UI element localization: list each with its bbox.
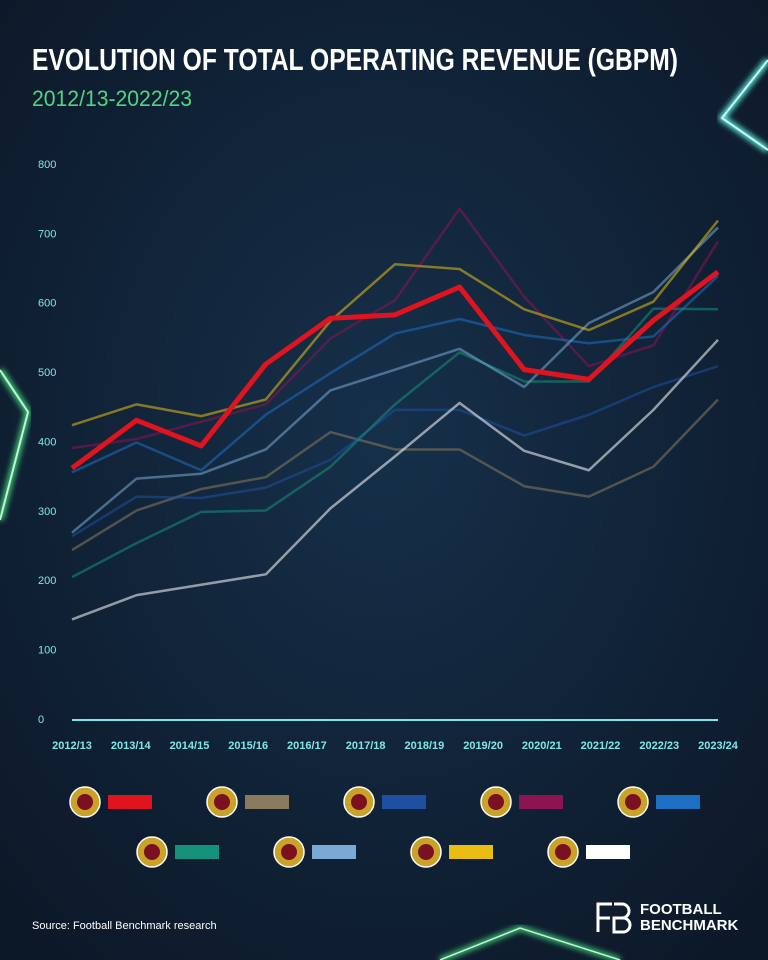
y-tick-label: 100 — [38, 645, 56, 657]
club-crest-inner — [214, 794, 230, 810]
x-tick-label: 2021/22 — [581, 740, 621, 752]
legend-item — [410, 836, 493, 868]
y-tick-label: 400 — [38, 436, 56, 448]
x-tick-label: 2016/17 — [287, 740, 327, 752]
x-tick-label: 2022/23 — [639, 740, 679, 752]
x-tick-label: 2012/13 — [52, 740, 92, 752]
series-line — [71, 226, 719, 534]
legend-swatch — [108, 795, 152, 809]
club-crest-inner — [625, 794, 641, 810]
x-tick-label: 2020/21 — [522, 740, 562, 752]
club-crest-inner — [418, 844, 434, 860]
club-crest-inner — [144, 844, 160, 860]
club-crest-inner — [351, 794, 367, 810]
x-tick-label: 2023/24 — [698, 740, 739, 752]
legend-item — [547, 836, 630, 868]
brand-mark — [596, 902, 632, 934]
club-crest-inner — [555, 844, 571, 860]
legend-item — [343, 786, 426, 818]
chart-subtitle: 2012/13-2022/23 — [32, 86, 192, 111]
legend-item — [273, 836, 356, 868]
x-tick-label: 2019/20 — [463, 740, 503, 752]
series-line — [71, 364, 719, 538]
legend-swatch — [382, 795, 426, 809]
legend-swatch — [245, 795, 289, 809]
source-note: Source: Football Benchmark research — [32, 920, 217, 932]
series-line — [71, 219, 719, 427]
legend-swatch — [449, 845, 493, 859]
legend-swatch — [586, 845, 630, 859]
x-tick-label: 2017/18 — [346, 740, 386, 752]
y-tick-label: 200 — [38, 575, 56, 587]
y-tick-label: 600 — [38, 298, 56, 310]
x-tick-label: 2013/14 — [111, 740, 152, 752]
club-crest-inner — [77, 794, 93, 810]
brand-name: FOOTBALL — [640, 901, 722, 918]
legend-item — [136, 836, 219, 868]
x-tick-label: 2015/16 — [228, 740, 268, 752]
legend-item — [206, 786, 289, 818]
legend-item — [617, 786, 700, 818]
series-line — [71, 338, 719, 621]
neon-decoration — [0, 58, 768, 960]
legend-swatch — [312, 845, 356, 859]
chart-title: EVOLUTION OF TOTAL OPERATING REVENUE (GB… — [32, 42, 678, 77]
brand-name: BENCHMARK — [640, 917, 738, 934]
legend-swatch — [519, 795, 563, 809]
x-tick-label: 2014/15 — [170, 740, 210, 752]
legend-swatch — [656, 795, 700, 809]
club-crest-inner — [488, 794, 504, 810]
y-tick-label: 0 — [38, 714, 44, 726]
x-tick-label: 2018/19 — [404, 740, 444, 752]
y-tick-label: 500 — [38, 367, 56, 379]
club-crest-inner — [281, 844, 297, 860]
series-line — [70, 269, 720, 471]
y-tick-label: 800 — [38, 159, 56, 171]
series-line — [71, 275, 719, 474]
y-tick-label: 300 — [38, 506, 56, 518]
y-tick-label: 700 — [38, 228, 56, 240]
legend-item — [480, 786, 563, 818]
legend-swatch — [175, 845, 219, 859]
legend-item — [69, 786, 152, 818]
series-line — [71, 398, 719, 552]
